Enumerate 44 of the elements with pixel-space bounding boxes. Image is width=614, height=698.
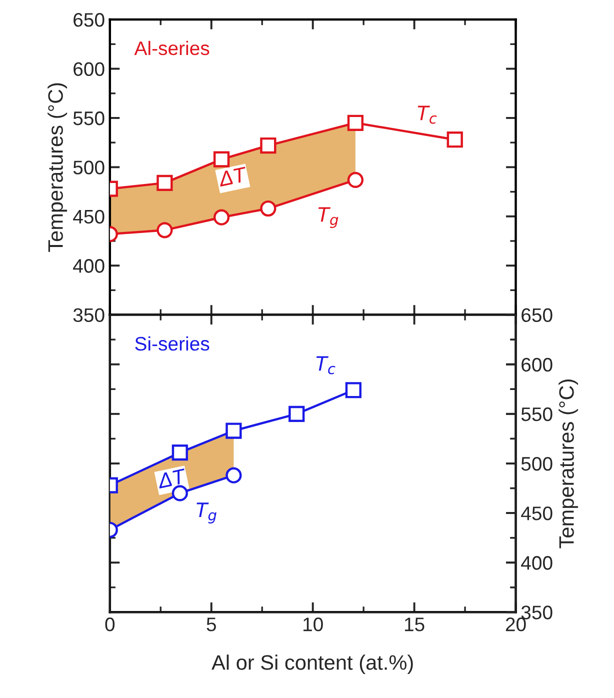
point (347, 114, 364, 131)
y2-tick-label: 550 (521, 407, 552, 422)
point (226, 422, 242, 439)
y2-tick-label: 450 (521, 506, 552, 520)
series-label: T$_{g}$ (196, 502, 216, 524)
x-tick-label: 10 (304, 618, 323, 632)
y-tick-label: 600 (74, 62, 104, 76)
series-label: T$_{g}$ (318, 207, 338, 228)
series-label: T$_{c}$ (418, 106, 437, 124)
y-axis-title: Temperatures (°C) (48, 83, 68, 252)
point (288, 406, 305, 422)
y2-tick-label: 350 (521, 606, 552, 620)
y2-axis-title: Temperatures (°C) (558, 380, 578, 548)
point (260, 137, 276, 154)
point (347, 172, 364, 188)
annotation: ΔT (156, 468, 188, 488)
point (226, 467, 242, 484)
y-tick-label: 450 (73, 210, 104, 224)
x-tick-label: 15 (404, 618, 424, 632)
series-label: T$_{c}$ (316, 356, 336, 374)
y2-tick-label: 500 (521, 456, 552, 471)
point (446, 132, 463, 148)
annotation: ΔT (217, 166, 248, 187)
point (172, 444, 188, 461)
y-tick-label: 350 (73, 308, 104, 322)
point (156, 174, 173, 191)
x-tick-label: 5 (206, 618, 216, 632)
x-axis-title: Al or Si content (at.%) (212, 654, 413, 674)
x-tick-label: 20 (506, 618, 526, 632)
point (156, 222, 173, 238)
y2-tick-label: 600 (522, 358, 552, 372)
point (345, 382, 362, 398)
y-tick-label: 650 (74, 13, 104, 27)
point (260, 200, 276, 217)
annotation: Si-series (135, 336, 210, 351)
y-tick-label: 550 (73, 111, 104, 126)
point (213, 209, 230, 226)
y-tick-label: 400 (73, 259, 104, 273)
x-tick-label: 0 (105, 618, 115, 632)
annotation: Al-series (134, 40, 210, 56)
point (213, 151, 230, 168)
y-tick-label: 500 (73, 160, 104, 174)
y2-tick-label: 400 (521, 556, 552, 570)
y2-tick-label: 650 (522, 308, 552, 322)
